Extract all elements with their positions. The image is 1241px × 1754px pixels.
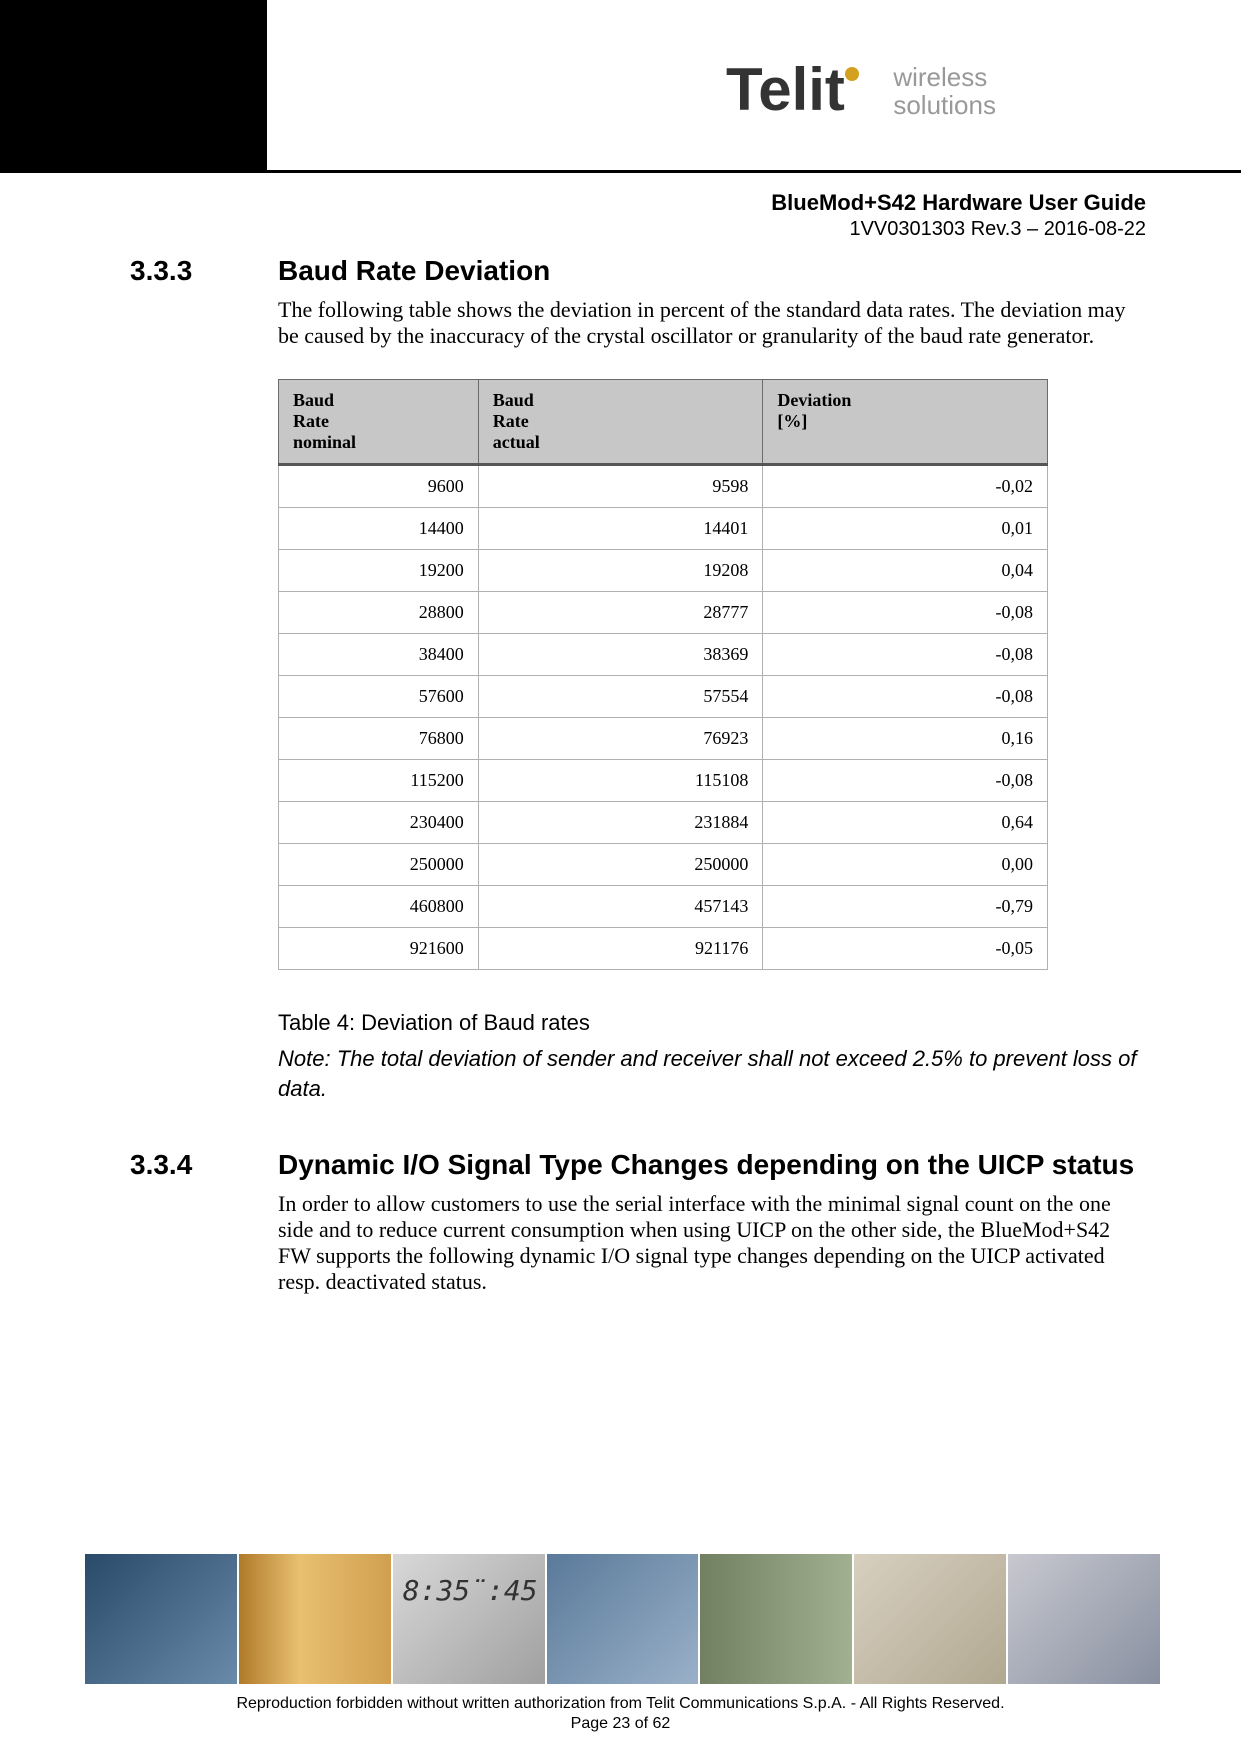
table-cell-dev: 0,04 <box>763 550 1048 592</box>
table-header-row: Baud Rate nominal Baud Rate actual Devia… <box>279 380 1048 465</box>
table-header-actual: Baud Rate actual <box>478 380 763 465</box>
table-row: 2500002500000,00 <box>279 844 1048 886</box>
table-cell-actual: 231884 <box>478 802 763 844</box>
table-cell-actual: 921176 <box>478 928 763 970</box>
section-title: Dynamic I/O Signal Type Changes dependin… <box>278 1149 1134 1181</box>
table-cell-dev: -0,08 <box>763 760 1048 802</box>
table-cell-nominal: 57600 <box>279 676 479 718</box>
section-333-intro: The following table shows the deviation … <box>278 297 1145 349</box>
table-cell-dev: -0,08 <box>763 676 1048 718</box>
header-black-strip <box>0 0 305 170</box>
table-row: 96009598-0,02 <box>279 465 1048 508</box>
footer-tile-7 <box>1008 1554 1160 1684</box>
table-cell-dev: 0,00 <box>763 844 1048 886</box>
table-row: 2880028777-0,08 <box>279 592 1048 634</box>
section-heading-333: 3.3.3 Baud Rate Deviation <box>130 255 1145 287</box>
table-cell-nominal: 460800 <box>279 886 479 928</box>
table-cell-actual: 115108 <box>478 760 763 802</box>
section-number: 3.3.4 <box>130 1149 278 1181</box>
table-row: 14400144010,01 <box>279 508 1048 550</box>
table-cell-actual: 14401 <box>478 508 763 550</box>
footer-copyright: Reproduction forbidden without written a… <box>236 1695 1004 1712</box>
footer-tile-5 <box>700 1554 852 1684</box>
table-cell-nominal: 9600 <box>279 465 479 508</box>
table-cell-nominal: 19200 <box>279 550 479 592</box>
table-cell-dev: -0,02 <box>763 465 1048 508</box>
table-cell-dev: -0,08 <box>763 592 1048 634</box>
logo-tagline: wireless solutions <box>893 63 996 119</box>
logo-tagline-line2: solutions <box>893 90 996 120</box>
table-row: 921600921176-0,05 <box>279 928 1048 970</box>
logo-tagline-line1: wireless <box>893 62 987 92</box>
section-heading-334: 3.3.4 Dynamic I/O Signal Type Changes de… <box>130 1149 1145 1181</box>
table-cell-actual: 250000 <box>478 844 763 886</box>
table-row: 19200192080,04 <box>279 550 1048 592</box>
footer-tile-1 <box>85 1554 237 1684</box>
footer-tile-2 <box>239 1554 391 1684</box>
table-cell-nominal: 28800 <box>279 592 479 634</box>
table-cell-actual: 457143 <box>478 886 763 928</box>
logo-text: Telit <box>726 55 845 124</box>
footer-tile-6 <box>854 1554 1006 1684</box>
table-cell-nominal: 230400 <box>279 802 479 844</box>
table-header-deviation: Deviation [%] <box>763 380 1048 465</box>
table-cell-nominal: 14400 <box>279 508 479 550</box>
table-cell-dev: -0,79 <box>763 886 1048 928</box>
table-cell-dev: 0,64 <box>763 802 1048 844</box>
table-row: 3840038369-0,08 <box>279 634 1048 676</box>
baud-rate-table: Baud Rate nominal Baud Rate actual Devia… <box>278 379 1048 970</box>
table-cell-actual: 28777 <box>478 592 763 634</box>
footer-text: Reproduction forbidden without written a… <box>0 1694 1241 1734</box>
table-row: 5760057554-0,08 <box>279 676 1048 718</box>
table-cell-nominal: 38400 <box>279 634 479 676</box>
table-note: Note: The total deviation of sender and … <box>278 1044 1145 1104</box>
table-cell-dev: -0,05 <box>763 928 1048 970</box>
logo-dot-icon <box>845 67 859 81</box>
table-cell-actual: 38369 <box>478 634 763 676</box>
table-row: 2304002318840,64 <box>279 802 1048 844</box>
header-divider <box>0 170 1241 173</box>
table-cell-actual: 19208 <box>478 550 763 592</box>
table-cell-nominal: 921600 <box>279 928 479 970</box>
footer-image-strip <box>85 1554 1160 1684</box>
footer-tile-3 <box>393 1554 545 1684</box>
table-cell-dev: -0,08 <box>763 634 1048 676</box>
table-header-nominal: Baud Rate nominal <box>279 380 479 465</box>
table-row: 76800769230,16 <box>279 718 1048 760</box>
table-row: 115200115108-0,08 <box>279 760 1048 802</box>
document-title: BlueMod+S42 Hardware User Guide <box>771 190 1146 216</box>
table-cell-actual: 57554 <box>478 676 763 718</box>
table-cell-nominal: 76800 <box>279 718 479 760</box>
page-content: 3.3.3 Baud Rate Deviation The following … <box>130 255 1145 1325</box>
table-cell-actual: 9598 <box>478 465 763 508</box>
section-number: 3.3.3 <box>130 255 278 287</box>
footer-tile-4 <box>547 1554 699 1684</box>
table-row: 460800457143-0,79 <box>279 886 1048 928</box>
document-revision: 1VV0301303 Rev.3 – 2016-08-22 <box>849 218 1146 241</box>
logo: Telit wireless solutions <box>726 55 1146 155</box>
table-cell-actual: 76923 <box>478 718 763 760</box>
section-title: Baud Rate Deviation <box>278 255 550 287</box>
table-caption: Table 4: Deviation of Baud rates <box>278 1010 1145 1036</box>
footer-page-number: Page 23 of 62 <box>571 1715 671 1732</box>
table-cell-dev: 0,01 <box>763 508 1048 550</box>
section-334-body: In order to allow customers to use the s… <box>278 1191 1145 1295</box>
header-white-strip <box>267 0 305 170</box>
table-cell-nominal: 115200 <box>279 760 479 802</box>
table-cell-dev: 0,16 <box>763 718 1048 760</box>
table-cell-nominal: 250000 <box>279 844 479 886</box>
